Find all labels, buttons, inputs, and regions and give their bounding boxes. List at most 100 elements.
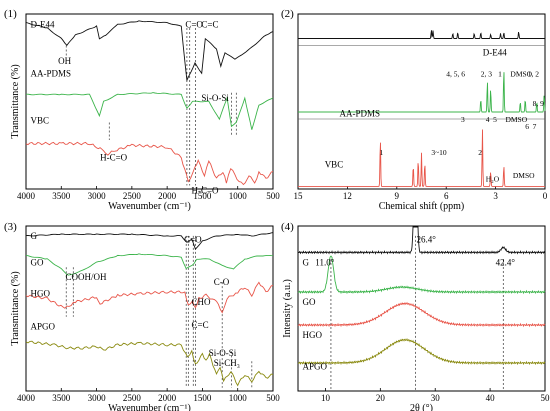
annotation: 8, 9 [533, 99, 545, 108]
x-tick-label: 6 [444, 191, 449, 201]
series-label: APGO [30, 322, 55, 332]
x-tick-label: 3 [493, 191, 498, 201]
panel-1: (1) 4000 3500 3000 2500 2000 1500 1000 500 Wavenu… [4, 8, 280, 212]
series-line-apgo [297, 337, 546, 366]
x-tick-label: 12 [343, 191, 352, 201]
series-label: G [30, 231, 37, 241]
series-label: HGO [302, 330, 322, 340]
x-tick-label: 3000 [88, 191, 107, 201]
x-tick-label: 1000 [229, 191, 248, 201]
annotation: C=C [201, 19, 218, 29]
series-label: VBC [30, 116, 49, 126]
x-tick-label: 3500 [52, 191, 71, 201]
series-label: VBC [325, 159, 344, 169]
series-line-apgo [25, 340, 274, 387]
series-line-go [297, 255, 546, 295]
annotation: DMSO [513, 171, 535, 180]
x-tick-label: 2500 [123, 191, 142, 201]
x-tick-label: 3500 [52, 393, 71, 403]
panel-label: (4) [281, 221, 294, 233]
x-axis-label: Wavenumber (cm⁻¹) [108, 403, 191, 411]
series-line-g [297, 226, 546, 255]
annotation: 4 [486, 115, 490, 124]
series-line-hgo [25, 281, 274, 314]
x-tick-label: 2500 [123, 393, 142, 403]
series-label: APGO [302, 361, 327, 371]
series-label: G [302, 257, 309, 267]
annotation: 3 [461, 115, 465, 124]
x-tick-label: 0 [543, 191, 548, 201]
plot-frame [297, 225, 546, 392]
series-line-aa-pdms [26, 92, 274, 130]
series-label: GO [30, 257, 43, 267]
annotation: 5 [493, 115, 497, 124]
x-tick-label: 9 [395, 191, 400, 201]
series-line-d-e44 [25, 20, 274, 82]
annotation: COOH/OH [66, 272, 108, 282]
panel-label: (2) [281, 8, 294, 20]
annotation: 6 [525, 122, 529, 131]
annotation: C=C [191, 320, 208, 330]
x-axis-label: 2θ (°) [410, 403, 433, 411]
annotation: 11.0° [315, 257, 334, 267]
annotation: DMSO [505, 115, 527, 124]
x-tick-label: 1500 [193, 393, 212, 403]
x-tick-label: 1500 [193, 191, 212, 201]
x-tick-label: 3000 [88, 393, 107, 403]
series-label: D-E44 [30, 19, 54, 29]
x-tick-label: 10 [321, 393, 331, 403]
annotation: 1 [498, 69, 502, 78]
annotation: Si-O-Si [209, 348, 237, 358]
x-tick-label: 500 [266, 393, 280, 403]
x-tick-label: 2000 [158, 393, 177, 403]
series-line-vbc [298, 129, 545, 187]
y-axis-label: Transmittance (%) [10, 271, 21, 345]
x-tick-label: 15 [294, 191, 304, 201]
annotation: 4, 5, 6 [446, 69, 465, 78]
annotation: 1 [380, 148, 384, 157]
series-label: AA-PDMS [340, 109, 381, 119]
panel-4: (4) 10 20 30 40 50 2θ (°) Intensity (a.u.) G GO HG… [281, 221, 550, 411]
plot-frame [25, 13, 274, 190]
annotation: 2 [478, 148, 482, 157]
x-axis-label: Wavenumber (cm⁻¹) [108, 201, 191, 212]
annotation: 7 [533, 122, 537, 131]
series-label: HGO [30, 289, 50, 299]
series-line-vbc [25, 141, 274, 186]
annotation: OH [58, 56, 71, 66]
panel-3: (3) 4000 3500 3000 2500 2000 1500 1000 500 Wavenu… [4, 221, 280, 411]
x-tick-label: 500 [266, 191, 280, 201]
series-line-go [25, 253, 274, 276]
series-label: GO [302, 297, 315, 307]
series-line-g [25, 232, 274, 250]
x-axis-label: Chemical shift (ppm) [379, 201, 465, 212]
annotation: H-C=O [191, 186, 219, 196]
panel-label: (3) [4, 221, 17, 233]
annotation: 3~10 [431, 148, 447, 157]
series-label: AA-PDMS [30, 68, 71, 78]
annotation: Si-O-Si [201, 93, 229, 103]
series-label: D-E44 [483, 47, 507, 57]
series-line-aa-pdms [298, 72, 546, 113]
annotation: H-C=O [100, 152, 128, 162]
x-tick-label: 2000 [158, 191, 177, 201]
annotation: C-O [214, 277, 230, 287]
x-tick-label: 40 [486, 393, 496, 403]
annotation: 26.4° [417, 234, 437, 244]
annotation: C=O [185, 19, 203, 29]
annotation: C=O [184, 234, 202, 244]
annotation: H₂O [486, 174, 500, 183]
annotation: Si-CH₃ [214, 358, 240, 368]
panel-label: (1) [4, 8, 17, 20]
annotation: DMSO [510, 69, 532, 78]
annotation: 1, 2 [528, 69, 540, 78]
x-tick-label: 50 [541, 393, 550, 403]
x-tick-label: 4000 [17, 191, 36, 201]
x-tick-label: 1000 [229, 393, 248, 403]
x-tick-label: 4000 [17, 393, 36, 403]
x-tick-label: 30 [431, 393, 441, 403]
annotation: 42.4° [496, 257, 516, 267]
plot-frame [25, 225, 274, 392]
